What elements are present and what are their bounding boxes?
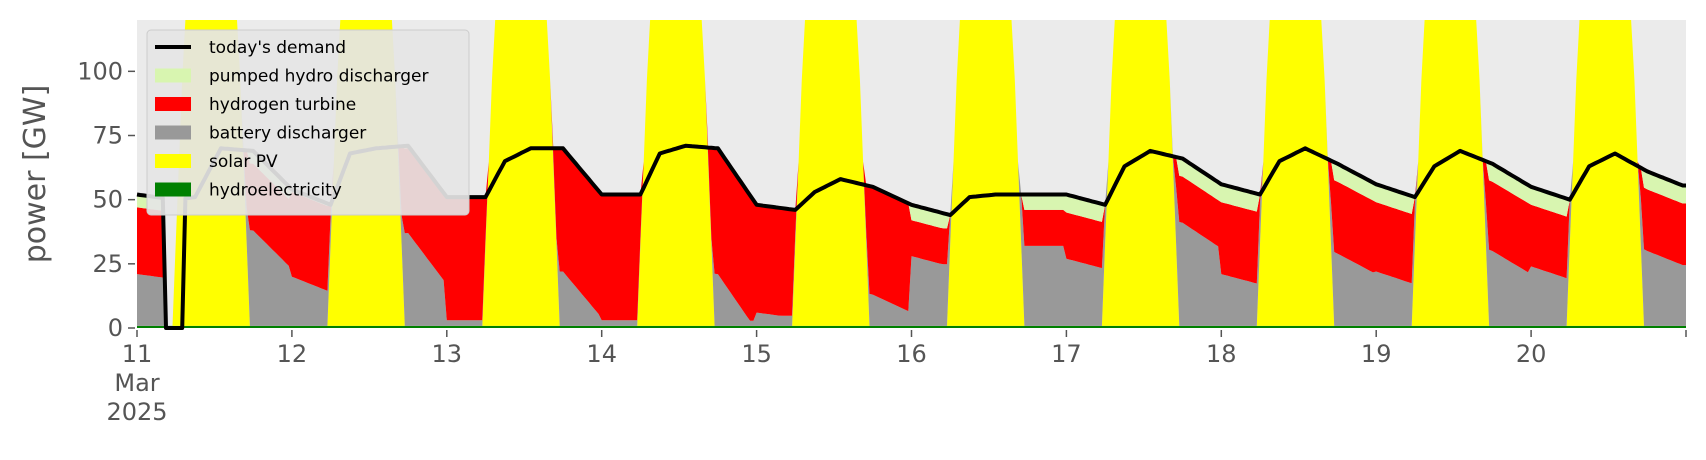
x-tick-label: 13: [432, 340, 463, 368]
x-tick-sublabel: Mar: [114, 369, 159, 397]
legend-label-hydrogen-turbine: hydrogen turbine: [209, 95, 356, 115]
legend: today's demand pumped hydro discharger hyd…: [146, 29, 470, 216]
legend-box: [146, 29, 470, 216]
legend-swatch-pumped-hydro-discharger: [155, 68, 191, 83]
legend-swatch-solar-pv: [155, 154, 191, 168]
y-tick-label: 0: [108, 314, 123, 342]
area-solar-pv: [137, 20, 1686, 326]
x-tick-label: 20: [1516, 340, 1547, 368]
legend-swatch-battery-discharger: [155, 125, 191, 140]
area-hydroelectricity: [137, 325, 1686, 328]
x-tick-label: 15: [741, 340, 772, 368]
legend-label-solar-pv: solar PV: [209, 152, 278, 172]
legend-label-battery-discharger: battery discharger: [209, 124, 366, 144]
x-tick-label: 11: [122, 340, 153, 368]
legend-label-pumped-hydro-discharger: pumped hydro discharger: [209, 67, 428, 87]
y-tick-label: 25: [92, 250, 123, 278]
stacked-areas: [137, 20, 1686, 328]
legend-label-today-s-demand: today's demand: [209, 38, 346, 58]
legend-swatch-hydrogen-turbine: [155, 97, 191, 111]
y-tick-label: 75: [92, 122, 123, 150]
x-tick-year: 2025: [106, 398, 167, 426]
x-tick-label: 17: [1051, 340, 1082, 368]
legend-swatch-hydroelectricity: [155, 182, 191, 197]
x-tick-label: 16: [896, 340, 927, 368]
area-battery-discharger: [137, 20, 1686, 326]
x-tick-label: 14: [586, 340, 617, 368]
legend-label-hydroelectricity: hydroelectricity: [209, 181, 342, 201]
y-tick-label: 50: [92, 186, 123, 214]
x-tick-label: 18: [1206, 340, 1237, 368]
y-axis-label: power [GW]: [18, 85, 53, 264]
x-tick-label: 19: [1361, 340, 1392, 368]
x-tick-label: 12: [277, 340, 308, 368]
y-tick-label: 100: [77, 57, 123, 85]
